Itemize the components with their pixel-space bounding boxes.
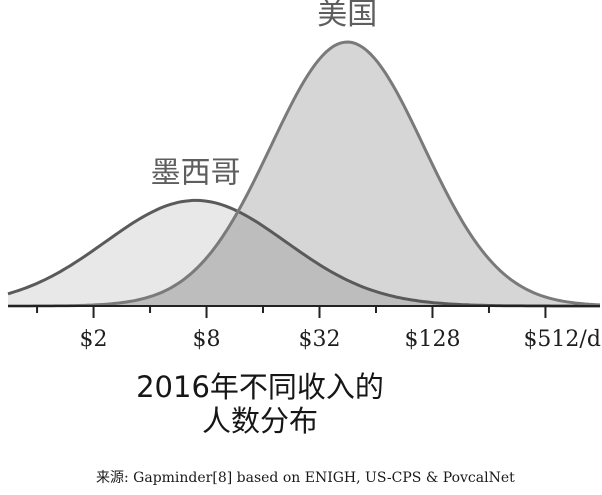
tick-label: $128 [404,327,460,352]
tick-label: $512/day [523,327,602,352]
tick-label: $32 [298,327,340,352]
series-label-2: 美国 [317,0,377,32]
chart-caption: 2016年不同收入的 人数分布 [0,370,520,438]
area-2 [8,42,600,306]
series-label-1: 墨西哥 [151,155,241,190]
tick-label: $8 [193,327,221,352]
caption-line-1: 2016年不同收入的 [136,370,384,404]
tick-label: $2 [80,327,108,352]
caption-line-2: 人数分布 [201,404,318,438]
overlap-layer [8,212,600,306]
overlap-area [8,212,600,306]
series-labels: 墨西哥 美国 [151,0,378,190]
area-1 [8,200,600,306]
x-axis-ticks: $2 $8 $32 $128 $512/day [36,306,602,352]
distribution-areas [8,42,600,306]
curve-2 [8,40,601,308]
source-note: 来源: Gapminder[8] based on ENIGH, US-CPS … [96,470,515,486]
